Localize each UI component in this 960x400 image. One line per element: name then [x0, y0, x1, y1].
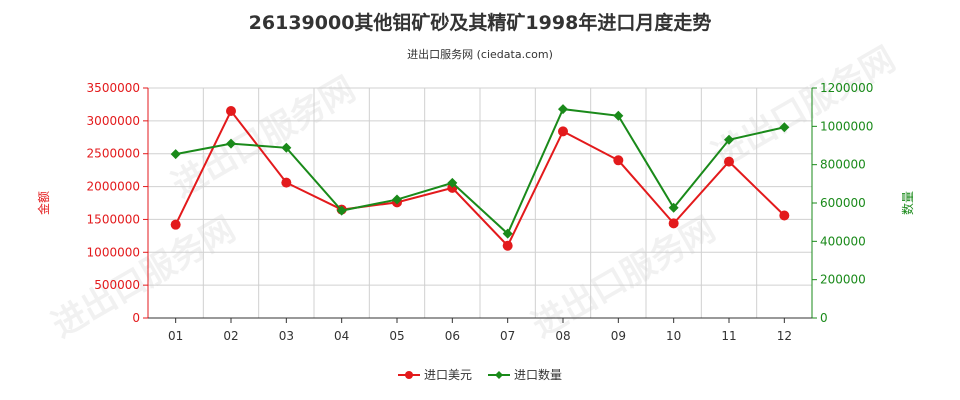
right-tick-label: 600000 [820, 196, 866, 210]
left-tick-label: 500000 [94, 278, 140, 292]
left-tick-label: 0 [132, 311, 140, 325]
legend-label-2: 进口数量 [514, 367, 562, 382]
left-tick-label: 3500000 [87, 81, 140, 95]
legend: 进口美元 进口数量 [398, 367, 562, 382]
series-2-point [668, 202, 679, 213]
right-axis-title: 数量 [900, 191, 915, 215]
x-tick-label: 07 [500, 329, 515, 343]
series-1-point [613, 155, 624, 166]
grid [147, 87, 813, 319]
series-2-point [779, 122, 790, 133]
series-line-2 [175, 108, 785, 236]
series-2-point [281, 142, 292, 153]
axes: 0500000100000015000002000000250000030000… [36, 81, 915, 343]
series-2-point [558, 104, 568, 115]
series-2-point [392, 194, 402, 205]
x-tick-label: 03 [279, 329, 294, 343]
series-1-point [558, 126, 568, 137]
left-tick-label: 1000000 [87, 245, 140, 259]
x-tick-label: 12 [777, 329, 792, 343]
x-tick-label: 05 [389, 329, 404, 343]
chart-title: 26139000其他钼矿砂及其精矿1998年进口月度走势 [248, 12, 712, 34]
left-tick-label: 2000000 [87, 180, 140, 194]
left-tick-label: 1500000 [87, 212, 140, 226]
series-1-point [226, 106, 236, 116]
series-1-point [779, 210, 790, 221]
legend-label-1: 进口美元 [424, 368, 472, 382]
series-line-1 [174, 109, 786, 248]
right-tick-label: 1000000 [820, 119, 873, 133]
x-tick-label: 02 [223, 329, 238, 343]
right-tick-label: 200000 [820, 273, 866, 287]
series-2-point [502, 228, 513, 239]
right-tick-label: 400000 [820, 234, 866, 248]
series-2-point [226, 138, 236, 149]
series-2-point [447, 177, 458, 188]
legend-marker-2 [495, 371, 503, 379]
series-1-point [170, 219, 181, 230]
x-tick-label: 04 [334, 329, 349, 343]
series-2-point [336, 205, 347, 216]
left-tick-label: 3000000 [87, 114, 140, 128]
right-tick-label: 800000 [820, 158, 866, 172]
chart-subtitle: 进出口服务网 (ciedata.com) [407, 48, 553, 61]
right-tick-label: 0 [820, 311, 828, 325]
series-2-point [613, 110, 624, 121]
series-1-point [281, 177, 292, 188]
x-tick-label: 08 [555, 329, 570, 343]
x-tick-label: 11 [721, 329, 736, 343]
series-2-point [170, 149, 181, 160]
left-axis-title: 金额 [36, 191, 51, 215]
x-tick-label: 09 [611, 329, 626, 343]
x-tick-label: 10 [666, 329, 681, 343]
x-tick-label: 01 [168, 329, 183, 343]
series-2-point [724, 134, 734, 145]
left-tick-label: 2500000 [87, 147, 140, 161]
x-tick-label: 06 [445, 329, 460, 343]
right-tick-label: 1200000 [820, 81, 873, 95]
legend-marker-1 [405, 371, 413, 379]
series-1-point [502, 240, 513, 251]
series [170, 104, 790, 251]
series-1-point [668, 218, 679, 229]
series-1-point [724, 156, 734, 167]
